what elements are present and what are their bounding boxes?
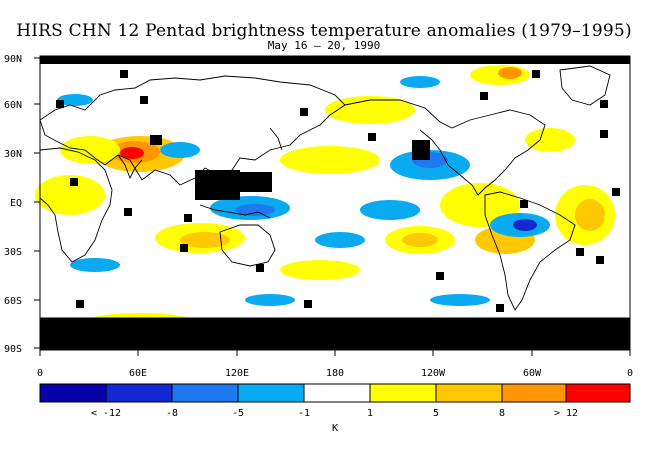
map-background [40,56,630,350]
legend-swatch [237,383,305,403]
lat-ticks [34,57,40,349]
anomaly-blob [120,147,144,159]
coastline-australia [219,224,276,267]
legend-label: 5 [433,408,439,419]
coastline-india [117,154,143,180]
lon-label: 180 [326,368,344,379]
anomaly-blob [400,76,440,88]
missing-data-patch [184,214,192,222]
coastline-eurasia [39,75,346,186]
missing-data [40,56,630,350]
legend-label: 8 [499,408,505,419]
anomaly-blob [235,204,275,216]
lat-label: 30N [4,149,22,160]
legend-swatch [303,383,371,403]
missing-data-patch [532,70,540,78]
anomaly-blob [440,183,520,227]
missing-data-patch [520,200,528,208]
legend-label: > 12 [554,408,578,419]
missing-data-patch [436,272,444,280]
lon-ticks [39,350,631,356]
missing-data-patch [412,140,430,160]
missing-data-patch [600,100,608,108]
map-title: HIRS CHN 12 Pentad brightness temperatur… [16,21,632,41]
lat-label: 60S [4,296,22,307]
missing-data-patch [256,264,264,272]
missing-data-patch [124,208,132,216]
lon-label: 120W [421,368,446,379]
coastline-north-america [344,99,546,196]
lon-label: 60E [129,368,147,379]
missing-data-patch [596,256,604,264]
missing-data-patch [120,70,128,78]
missing-data-patch [496,304,504,312]
legend-label: -8 [166,408,178,419]
legend-swatch [39,383,107,403]
map-subtitle: May 16 – 20, 1990 [267,39,381,52]
missing-data-patch [300,108,308,116]
legend-label: < -12 [91,408,121,419]
anomaly-blob [60,136,120,164]
missing-data-patch [576,248,584,256]
legend-colorbar [39,383,631,403]
anomaly-blob [315,232,365,248]
coastline-japan [269,127,283,151]
anomaly-blob [575,199,605,231]
legend-swatch [171,383,239,403]
missing-data-patch [140,96,148,104]
missing-data-patch [70,178,78,186]
anomaly-blob [70,258,120,272]
legend-swatch [105,383,173,403]
lat-label: 60N [4,100,22,111]
missing-data-patch [612,188,620,196]
anomaly-blob [57,94,93,106]
missing-data-patch [304,300,312,308]
coastline-south-america [484,191,576,311]
legend-label: -5 [232,408,244,419]
missing-data-patch [180,244,188,252]
legend-swatch [369,383,437,403]
legend-unit: K [332,423,338,434]
anomaly-blob [160,142,200,158]
legend-swatch [565,383,631,403]
lon-label: 120E [225,368,249,379]
missing-data-patch [240,172,272,192]
anomaly-blob [280,260,360,280]
anomaly-blob [35,175,105,215]
legend-label: 1 [367,408,373,419]
lat-label: 90N [4,54,22,65]
anomaly-blob [245,294,295,306]
lon-label: 60W [523,368,542,379]
missing-data-patch [56,100,64,108]
lat-label: 90S [4,344,22,355]
coastline-indonesia [199,204,271,219]
anomaly-blob [180,232,230,248]
anomaly-blob [280,146,380,174]
anomaly-blob [513,219,537,231]
anomaly-blob [525,128,575,152]
missing-data-patch [150,135,162,145]
missing-data-band [40,318,630,350]
lat-label: 30S [4,247,22,258]
lon-label: 0 [37,368,43,379]
anomaly-blob [430,294,490,306]
missing-data-patch [480,92,488,100]
coastlines [39,65,630,319]
missing-data-patch [368,133,376,141]
coastline-greenland [559,65,611,106]
anomaly-blob [402,233,438,247]
legend-swatch [501,383,567,403]
missing-data-patch [76,300,84,308]
missing-data-patch [600,130,608,138]
missing-data-band [40,56,630,64]
legend-swatch [435,383,503,403]
anomaly-blob [360,200,420,220]
legend-label: -1 [298,408,310,419]
lon-label: 0 [627,368,633,379]
anomaly-blob [498,67,522,79]
coastline-africa [39,147,113,263]
anomaly-blob [325,96,415,124]
lat-label: EQ [10,198,22,209]
